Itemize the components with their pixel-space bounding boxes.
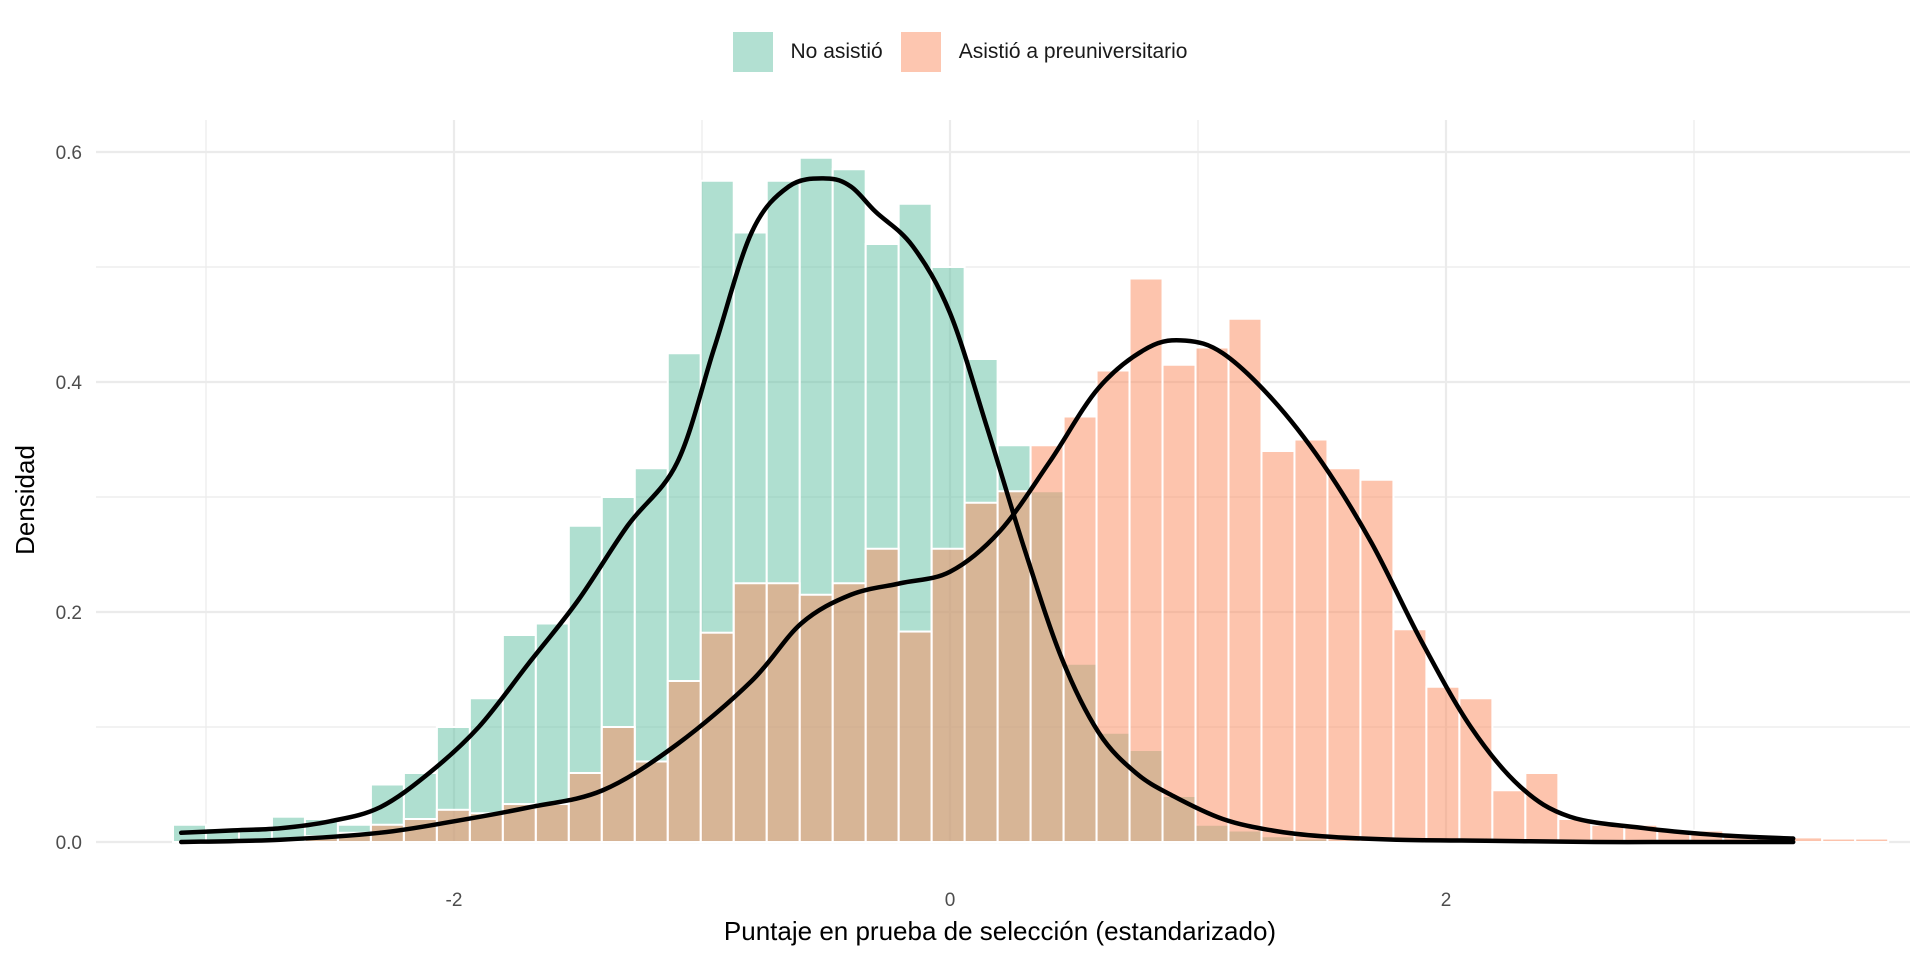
histogram-bar [1293,438,1329,843]
histogram-bar [1821,837,1857,843]
legend-label-asistio: Asistió a preuniversitario [958,40,1188,63]
y-tick-label: 0.6 [56,143,82,164]
histogram-bar [996,490,1032,843]
histogram-bar [1524,772,1560,843]
density-curve [178,337,1796,845]
histogram-bar [1095,369,1131,843]
histogram-bar [1392,628,1428,843]
legend-label-no-asistio: No asistió [790,40,883,63]
histogram-bar [1062,415,1098,843]
y-tick-label: 0.2 [56,603,82,624]
histogram-bar [798,593,834,843]
legend-item-no-asistio[interactable]: No asistió [732,32,883,72]
legend: No asistió Asistió a preuniversitario [0,32,1920,72]
histogram-bar [699,631,735,844]
histogram-bar [1326,467,1362,843]
density-curve [178,176,1796,845]
x-axis-title: Puntaje en prueba de selección (estandar… [724,916,1276,946]
y-tick-label: 0.4 [56,373,83,394]
tick-labels: -2 0 2 0.0 0.2 0.4 0.6 [56,143,1452,911]
histogram-bar [1491,789,1527,843]
x-tick-label: 0 [945,890,956,911]
legend-item-asistio[interactable]: Asistió a preuniversitario [900,32,1188,72]
histogram-bar [963,501,999,843]
histogram-bar [1227,317,1263,843]
histogram-bar [1260,450,1296,843]
histogram-bar [930,547,966,843]
histogram-bar [1425,685,1461,843]
histogram-bar [732,582,768,843]
histogram-bar [633,760,669,843]
histogram-bar [765,582,801,843]
histogram-bar [897,630,933,843]
histogram-bar [1458,697,1494,843]
histogram-bar [666,680,702,843]
density-curves [178,176,1796,845]
histogram-bar [831,582,867,843]
histogram-bar [1854,837,1890,843]
histogram-bar [534,803,570,843]
histogram-bar [1128,277,1164,843]
x-tick-label: 2 [1441,890,1452,911]
histogram-bar [435,808,471,843]
legend-swatch-no-asistio [732,32,773,72]
histogram-bar [1194,346,1230,843]
x-tick-label: -2 [446,890,463,911]
histogram-bar [567,772,603,843]
bars [172,156,1890,844]
y-tick-label: 0.0 [56,833,82,854]
legend-swatch-asistio [900,32,941,72]
histogram-bar [864,547,900,843]
histogram-bar [1359,478,1395,843]
histogram-bar [1029,444,1065,843]
histogram-bar [1161,363,1197,843]
y-axis-title: Densidad [10,445,40,555]
